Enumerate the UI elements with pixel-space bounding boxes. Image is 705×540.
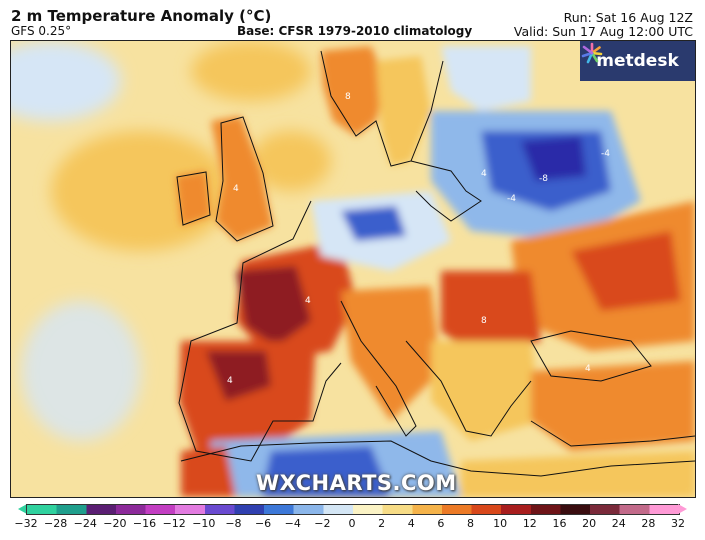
carpathian-warm xyxy=(441,271,541,361)
coast-africa xyxy=(180,440,695,477)
coast-ireland xyxy=(176,171,211,226)
ireland-warm xyxy=(176,171,211,226)
coast-italy xyxy=(340,300,417,437)
isotherm-label: -4 xyxy=(601,149,610,159)
morocco-warm xyxy=(181,446,236,497)
anomaly-map: 8 4 4 -4 -8 -4 4 8 4 4 xyxy=(11,41,695,497)
colorbar-tick-label: 28 xyxy=(641,517,656,530)
colorbar-tick-label: 24 xyxy=(611,517,626,530)
climatology-base-label: Base: CFSR 1979-2010 climatology xyxy=(237,24,473,38)
colorbar-tick-label: −2 xyxy=(314,517,331,530)
colorbar-tick-label: −6 xyxy=(254,517,272,530)
atlantic-cool-patch xyxy=(11,41,121,121)
isotherm-label: 4 xyxy=(227,376,233,386)
metdesk-star-icon xyxy=(581,42,603,64)
colorbar-tick-label: 12 xyxy=(522,517,537,530)
coast-turkey xyxy=(530,420,695,447)
colorbar-tick-label: 10 xyxy=(493,517,508,530)
model-label: GFS 0.25° xyxy=(11,24,72,38)
coast-balkans xyxy=(405,340,532,437)
colorbar-tick-label: 16 xyxy=(552,517,567,530)
colorbar-gradient xyxy=(26,504,680,515)
colorbar-max-arrow xyxy=(678,504,687,514)
colorbar-tick-label: 8 xyxy=(467,517,475,530)
coast-britain xyxy=(215,116,274,242)
metdesk-logo[interactable]: metdesk xyxy=(580,41,695,81)
colorbar-tick-label: 0 xyxy=(348,517,356,530)
isotherm-label: 4 xyxy=(481,169,487,179)
isotherm-label: -8 xyxy=(539,174,548,184)
france-hot-core xyxy=(236,266,311,346)
colorbar-tick-label: −24 xyxy=(73,517,97,530)
isotherm-label: 4 xyxy=(305,296,311,306)
colorbar-tick-label: 2 xyxy=(378,517,386,530)
isotherm-label: -4 xyxy=(507,194,516,204)
colorbar-tick-label: 4 xyxy=(407,517,415,530)
isotherm-label: 4 xyxy=(233,184,239,194)
colorbar-tick-label: −28 xyxy=(44,517,68,530)
east-med-warm xyxy=(461,451,695,497)
sweden-warm xyxy=(376,56,431,166)
coast-scandinavia xyxy=(320,50,444,167)
coast-black-sea xyxy=(530,330,652,382)
valid-time-label: Valid: Sun 17 Aug 12:00 UTC xyxy=(513,24,693,39)
alps-italy-warm xyxy=(341,286,441,421)
norway-warm xyxy=(321,46,386,136)
colorbar-tick-label: −10 xyxy=(192,517,216,530)
run-time-label: Run: Sat 16 Aug 12Z xyxy=(563,10,693,25)
north-sea-warm xyxy=(251,131,331,191)
isotherm-label: 4 xyxy=(585,364,591,374)
colorbar-tick-label: −20 xyxy=(103,517,127,530)
chart-title: 2 m Temperature Anomaly (°C) xyxy=(11,7,272,25)
ukraine-warm-core xyxy=(571,231,681,311)
colorbar-min-arrow xyxy=(18,504,27,514)
turkey-warm xyxy=(531,361,695,451)
finland-cool xyxy=(441,46,531,111)
colorbar-tick-label: −12 xyxy=(162,517,186,530)
iberia-warm xyxy=(179,341,316,461)
wxcharts-watermark: WXCHARTS.COM xyxy=(256,471,457,495)
north-africa-cool-core xyxy=(261,446,391,497)
norwegian-sea-warm xyxy=(191,41,311,101)
coast-baltic xyxy=(410,160,482,222)
isotherm-label: 8 xyxy=(345,92,351,102)
colorbar-tick-label: −16 xyxy=(132,517,157,530)
colorbar-tick-label: 32 xyxy=(671,517,685,530)
colorbar-tick-label: −4 xyxy=(284,517,301,530)
iberia-hot-core xyxy=(206,351,271,401)
colorbar-tick-labels: −32 −28 −24 −20 −16 −12 −10 −8 −6 −4 −2 0 2 4 6 8 10 12 16… xyxy=(14,517,685,533)
metdesk-wordmark: metdesk xyxy=(596,51,679,71)
colorbar-tick-label: −32 xyxy=(14,517,38,530)
map-panel[interactable]: 8 4 4 -4 -8 -4 4 8 4 4 metdesk WXCHAR xyxy=(10,40,696,498)
north-germany-cool-core xyxy=(341,206,406,241)
belarus-coldest xyxy=(521,136,586,181)
isotherm-labels: 8 4 4 -4 -8 -4 4 8 4 4 xyxy=(227,92,610,386)
atlantic-cool-patch-south xyxy=(21,301,141,441)
colorbar-tick-label: 6 xyxy=(437,517,445,530)
isotherm-label: 8 xyxy=(481,316,487,326)
colorbar-tick-label: −8 xyxy=(225,517,242,530)
britain-warm xyxy=(211,116,273,241)
coast-continent-west xyxy=(178,200,342,462)
colorbar: −32 −28 −24 −20 −16 −12 −10 −8 −6 −4 −2 0 2 4 6 8 10 12 16… xyxy=(14,502,687,538)
colorbar-tick-label: 20 xyxy=(582,517,597,530)
